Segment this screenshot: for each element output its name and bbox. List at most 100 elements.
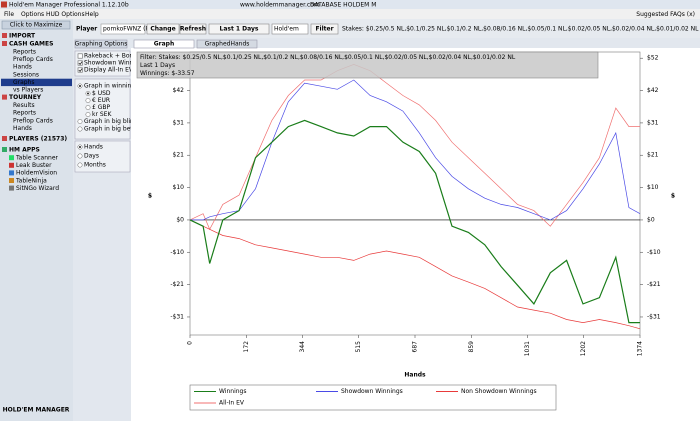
- x-tick-label: 515: [355, 341, 362, 353]
- player-label: Player: [76, 26, 97, 33]
- refresh-button-label[interactable]: Refresh: [180, 26, 206, 33]
- radio-label[interactable]: $ USD: [92, 90, 111, 97]
- faq-link[interactable]: Suggested FAQs (x): [636, 11, 695, 18]
- checkbox[interactable]: [77, 53, 83, 59]
- x-tick-label: 172: [243, 341, 250, 353]
- legend-label: All-In EV: [219, 400, 245, 407]
- section-icon: [2, 136, 7, 141]
- filter-button[interactable]: [310, 23, 339, 35]
- app-icon: [9, 185, 14, 191]
- info-line: Last 1 Days: [140, 62, 175, 69]
- radio[interactable]: [77, 119, 83, 124]
- x-tick-label: 344: [299, 341, 306, 353]
- nav-item[interactable]: Preflop Cards: [13, 56, 53, 63]
- site: www.holdemmanager.com: [240, 2, 320, 9]
- selected-item: [1, 78, 72, 87]
- y-tick-label: $0: [176, 216, 184, 223]
- menu-bar: [0, 9, 700, 19]
- section-title[interactable]: PLAYERS (21573): [9, 136, 67, 143]
- section-title[interactable]: IMPORT: [9, 33, 36, 40]
- radio-label[interactable]: Graph in winnings: [84, 83, 138, 90]
- radio[interactable]: [85, 105, 91, 110]
- y-tick-label: -$31: [170, 313, 184, 320]
- x-tick-label: 1202: [580, 341, 587, 356]
- radio-label[interactable]: kr SEK: [92, 111, 112, 118]
- radio[interactable]: [85, 112, 91, 117]
- nav-item[interactable]: HoldemVision: [16, 170, 57, 177]
- nav-item[interactable]: SitNGo Wizard: [16, 185, 59, 192]
- checkbox[interactable]: [77, 67, 83, 73]
- x-axis-label: Hands: [404, 372, 426, 379]
- period-button[interactable]: [208, 23, 270, 35]
- legend-label: Showdown Winnings: [341, 388, 403, 395]
- nav-item[interactable]: Sessions: [13, 71, 39, 78]
- radio-label[interactable]: Days: [84, 153, 99, 160]
- nav-item[interactable]: Table Scanner: [15, 155, 59, 162]
- tab[interactable]: [133, 39, 195, 49]
- filter-button-label[interactable]: Filter: [315, 26, 333, 33]
- maximize-label[interactable]: Click to Maximize: [10, 22, 63, 29]
- app-icon: [9, 178, 14, 183]
- app-icon: [9, 162, 14, 168]
- section-icon: [2, 147, 7, 152]
- nav-item[interactable]: vs Players: [13, 87, 43, 94]
- tab[interactable]: [196, 39, 258, 49]
- nav-item[interactable]: Leak Buster: [16, 162, 52, 169]
- radio-label[interactable]: Graph in big bets: [84, 126, 136, 133]
- period-button-label[interactable]: Last 1 Days: [220, 26, 259, 33]
- x-tick-label: 687: [412, 341, 419, 353]
- maximize-button[interactable]: [1, 20, 71, 30]
- radio[interactable]: [77, 126, 83, 132]
- radio-label[interactable]: Graph in big blinds: [84, 118, 141, 125]
- y-tick-label: $21: [173, 152, 185, 159]
- menu-item[interactable]: Help: [85, 11, 99, 18]
- change-button-label[interactable]: Change: [150, 26, 175, 33]
- x-tick-label: 1374: [637, 341, 644, 356]
- info-line: Filter: Stakes: $0.25/0.5 NL,$0.1/0.25 N…: [140, 54, 516, 61]
- radio-label[interactable]: Months: [84, 162, 106, 169]
- options-header[interactable]: Graphing Options: [75, 41, 128, 48]
- radio[interactable]: [77, 153, 83, 159]
- nav-item[interactable]: Hands: [13, 125, 32, 132]
- nav-item[interactable]: Reports: [13, 49, 36, 56]
- game-label[interactable]: Hold'em: [274, 26, 299, 33]
- menu-item[interactable]: HUD Options: [46, 11, 85, 18]
- radio[interactable]: [85, 98, 91, 103]
- chart-area: [131, 48, 700, 421]
- legend: [189, 384, 557, 411]
- refresh-button[interactable]: [179, 23, 207, 35]
- radio-label[interactable]: € EUR: [92, 97, 110, 104]
- y2-tick-label: $10: [647, 184, 659, 191]
- radio-label[interactable]: £ GBP: [92, 104, 110, 111]
- tab-label[interactable]: Graph: [154, 41, 175, 48]
- section-title[interactable]: TOURNEY: [9, 94, 42, 101]
- nav-item[interactable]: TableNinja: [15, 177, 47, 184]
- radio-label[interactable]: Hands: [84, 144, 103, 151]
- tab-label[interactable]: GraphedHands: [205, 41, 250, 48]
- checkbox[interactable]: [77, 60, 83, 66]
- radio[interactable]: [77, 162, 83, 168]
- nav-item[interactable]: Graphs: [13, 79, 35, 86]
- tab-strip: [131, 38, 700, 48]
- nav-item[interactable]: Results: [13, 102, 35, 109]
- nav-item[interactable]: Reports: [13, 110, 36, 117]
- game-select[interactable]: [271, 23, 309, 35]
- player-name: pomkoFWNZ (PS): [103, 26, 155, 33]
- change-button[interactable]: [146, 23, 180, 35]
- section-title[interactable]: CASH GAMES: [9, 41, 53, 48]
- legend-label: Winnings: [219, 388, 246, 395]
- y2-axis-label: $: [671, 193, 675, 200]
- menu-item[interactable]: File: [4, 11, 14, 18]
- radio-dot: [79, 85, 81, 87]
- checkbox-label[interactable]: Rakeback + Bonuses: [84, 53, 147, 60]
- y2-tick-label: $52: [647, 55, 659, 62]
- window-title: Hold'em Manager Professional 1.12.10b: [9, 2, 129, 9]
- y-tick-label: $10: [173, 184, 185, 191]
- checkbox-label[interactable]: Display All-In EV: [84, 67, 134, 74]
- section-title[interactable]: HM APPS: [9, 147, 40, 154]
- nav-item[interactable]: Hands: [13, 64, 32, 71]
- info-line: Winnings: $-33.57: [140, 70, 195, 77]
- nav-item[interactable]: Preflop Cards: [13, 117, 53, 124]
- menu-item[interactable]: Options: [21, 11, 44, 18]
- checkbox-label[interactable]: Showdown Winnings: [84, 60, 146, 67]
